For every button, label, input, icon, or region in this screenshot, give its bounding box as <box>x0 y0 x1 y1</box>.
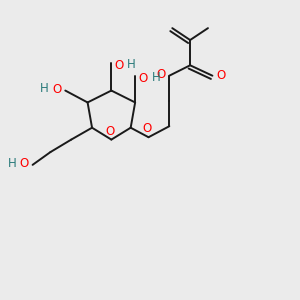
Text: H: H <box>152 71 160 84</box>
Text: O: O <box>114 59 124 72</box>
Text: O: O <box>156 68 166 81</box>
Text: H: H <box>127 58 136 71</box>
Text: H: H <box>8 157 16 169</box>
Text: O: O <box>52 83 62 96</box>
Text: O: O <box>142 122 152 135</box>
Text: O: O <box>216 69 225 82</box>
Text: O: O <box>139 72 148 85</box>
Text: O: O <box>20 158 29 170</box>
Text: H: H <box>40 82 49 95</box>
Text: O: O <box>105 125 115 138</box>
